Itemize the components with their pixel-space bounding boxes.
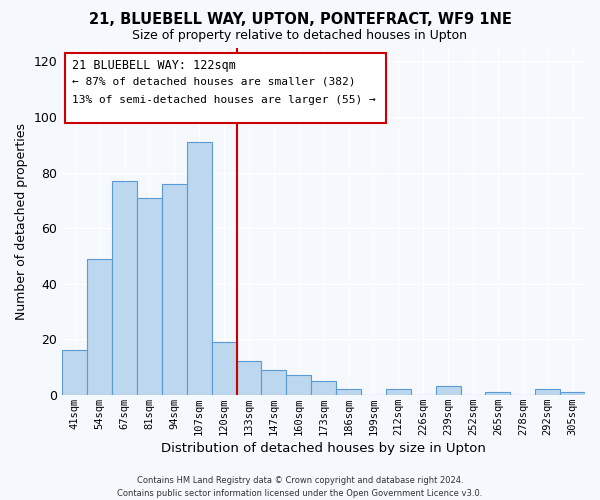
Bar [485,392,511,395]
Text: Contains HM Land Registry data © Crown copyright and database right 2024.
Contai: Contains HM Land Registry data © Crown c… [118,476,482,498]
Bar [336,389,361,395]
Text: Size of property relative to detached houses in Upton: Size of property relative to detached ho… [133,29,467,42]
Bar [535,389,560,395]
Bar [87,258,112,395]
Text: 21, BLUEBELL WAY, UPTON, PONTEFRACT, WF9 1NE: 21, BLUEBELL WAY, UPTON, PONTEFRACT, WF9… [89,12,511,28]
Bar [236,362,262,395]
Bar [65,53,386,122]
Bar [62,350,87,395]
Bar [112,181,137,395]
Bar [386,389,411,395]
Bar [560,392,585,395]
Bar [436,386,461,395]
Bar [162,184,187,395]
Bar [137,198,162,395]
X-axis label: Distribution of detached houses by size in Upton: Distribution of detached houses by size … [161,442,486,455]
Bar [262,370,286,395]
Bar [212,342,236,395]
Y-axis label: Number of detached properties: Number of detached properties [15,122,28,320]
Text: 13% of semi-detached houses are larger (55) →: 13% of semi-detached houses are larger (… [72,94,376,104]
Text: ← 87% of detached houses are smaller (382): ← 87% of detached houses are smaller (38… [72,76,356,86]
Bar [286,376,311,395]
Bar [311,381,336,395]
Bar [187,142,212,395]
Text: 21 BLUEBELL WAY: 122sqm: 21 BLUEBELL WAY: 122sqm [72,58,236,71]
